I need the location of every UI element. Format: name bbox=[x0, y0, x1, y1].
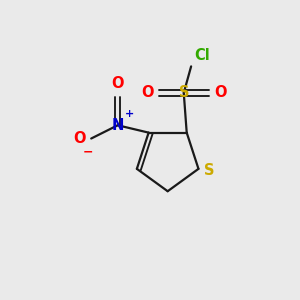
Text: O: O bbox=[112, 76, 124, 92]
Text: −: − bbox=[83, 146, 94, 159]
Text: O: O bbox=[214, 85, 226, 100]
Text: N: N bbox=[112, 118, 124, 133]
Text: S: S bbox=[178, 85, 189, 100]
Text: +: + bbox=[124, 109, 134, 119]
Text: S: S bbox=[204, 163, 214, 178]
Text: O: O bbox=[73, 131, 85, 146]
Text: Cl: Cl bbox=[194, 48, 210, 63]
Text: O: O bbox=[141, 85, 153, 100]
